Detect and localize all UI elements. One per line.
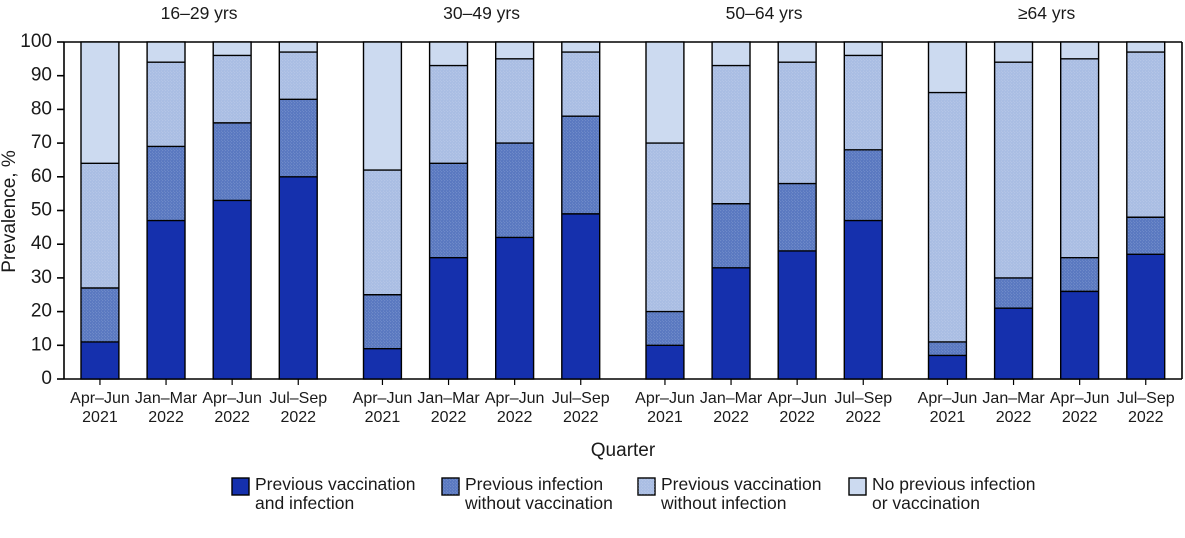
svg-text:80: 80: [31, 98, 52, 119]
svg-text:30: 30: [31, 267, 52, 288]
svg-text:Previous vaccination: Previous vaccination: [255, 474, 416, 494]
svg-text:Jan–Mar: Jan–Mar: [135, 390, 198, 407]
svg-text:2022: 2022: [1062, 409, 1098, 426]
svg-text:Quarter: Quarter: [591, 440, 656, 461]
svg-text:2022: 2022: [1128, 409, 1164, 426]
svg-text:2022: 2022: [713, 409, 749, 426]
svg-text:2021: 2021: [930, 409, 966, 426]
svg-text:Jan–Mar: Jan–Mar: [982, 390, 1045, 407]
svg-text:without vaccination: without vaccination: [464, 493, 613, 513]
svg-text:70: 70: [31, 132, 52, 153]
svg-text:30–49 yrs: 30–49 yrs: [443, 3, 520, 23]
svg-text:Apr–Jun: Apr–Jun: [485, 390, 545, 407]
svg-text:10: 10: [31, 334, 52, 355]
svg-text:2022: 2022: [779, 409, 815, 426]
svg-text:≥64 yrs: ≥64 yrs: [1018, 3, 1076, 23]
svg-text:Jul–Sep: Jul–Sep: [834, 390, 892, 407]
svg-text:Jul–Sep: Jul–Sep: [269, 390, 327, 407]
svg-text:Apr–Jun: Apr–Jun: [767, 390, 827, 407]
svg-text:Previous infection: Previous infection: [465, 474, 603, 494]
svg-text:Apr–Jun: Apr–Jun: [70, 390, 130, 407]
svg-text:without infection: without infection: [660, 493, 787, 513]
svg-text:2022: 2022: [996, 409, 1032, 426]
svg-text:Jan–Mar: Jan–Mar: [700, 390, 763, 407]
svg-text:2022: 2022: [563, 409, 599, 426]
svg-text:or vaccination: or vaccination: [872, 493, 980, 513]
svg-text:2022: 2022: [845, 409, 881, 426]
svg-text:Jan–Mar: Jan–Mar: [417, 390, 480, 407]
svg-text:2022: 2022: [497, 409, 533, 426]
svg-text:Apr–Jun: Apr–Jun: [635, 390, 695, 407]
svg-text:2022: 2022: [280, 409, 316, 426]
svg-text:No previous infection: No previous infection: [872, 474, 1035, 494]
svg-text:2021: 2021: [82, 409, 118, 426]
svg-text:2022: 2022: [148, 409, 184, 426]
svg-text:40: 40: [31, 233, 52, 254]
svg-text:Apr–Jun: Apr–Jun: [1050, 390, 1110, 407]
svg-text:20: 20: [31, 301, 52, 322]
svg-text:2021: 2021: [647, 409, 683, 426]
svg-text:16–29 yrs: 16–29 yrs: [161, 3, 238, 23]
svg-text:0: 0: [41, 368, 52, 389]
svg-text:90: 90: [31, 65, 52, 86]
svg-text:2021: 2021: [365, 409, 401, 426]
svg-text:Apr–Jun: Apr–Jun: [918, 390, 978, 407]
svg-text:2022: 2022: [214, 409, 250, 426]
svg-text:60: 60: [31, 166, 52, 187]
svg-text:Apr–Jun: Apr–Jun: [353, 390, 413, 407]
svg-text:100: 100: [20, 31, 52, 52]
svg-text:and infection: and infection: [255, 493, 354, 513]
svg-text:Previous vaccination: Previous vaccination: [661, 474, 822, 494]
svg-text:50–64 yrs: 50–64 yrs: [726, 3, 803, 23]
svg-text:50: 50: [31, 200, 52, 221]
svg-text:Apr–Jun: Apr–Jun: [202, 390, 262, 407]
svg-text:Jul–Sep: Jul–Sep: [1117, 390, 1175, 407]
svg-text:Jul–Sep: Jul–Sep: [552, 390, 610, 407]
svg-text:Prevalence, %: Prevalence, %: [0, 150, 20, 273]
svg-text:2022: 2022: [431, 409, 467, 426]
